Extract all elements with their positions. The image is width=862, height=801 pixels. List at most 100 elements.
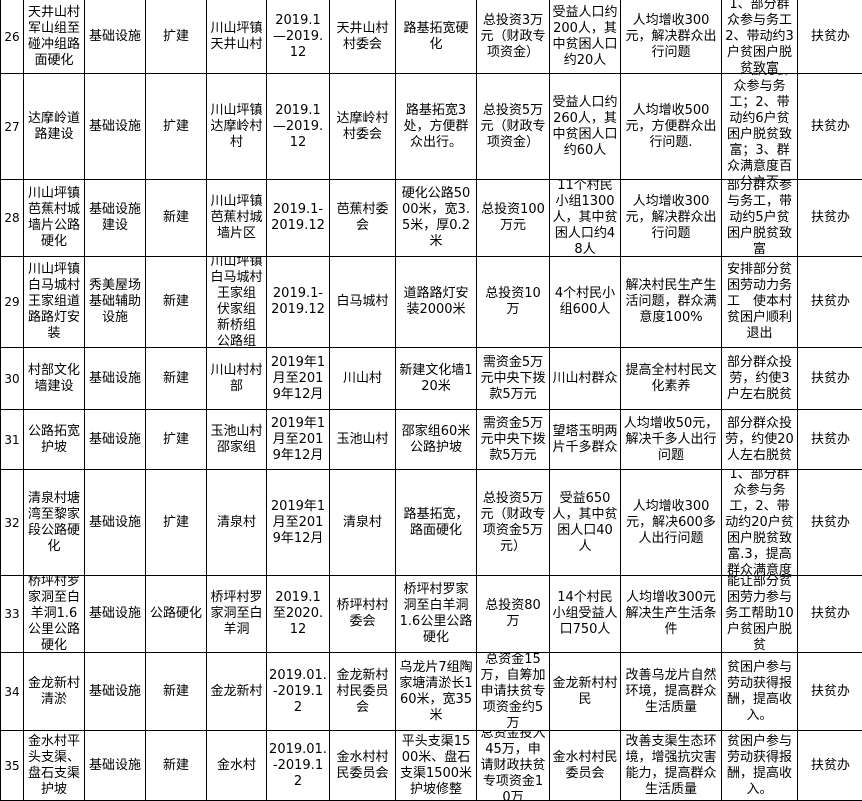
- benefit-mechanism: 人均增收300元，解决群众出行问题: [621, 0, 722, 74]
- category-text: 基础设施: [85, 470, 145, 575]
- project-location: 金水村: [207, 731, 267, 801]
- project-category: 基础设施: [85, 348, 146, 410]
- project-category: 秀美屋场基础辅助设施: [85, 257, 146, 348]
- row-number: 31: [1, 410, 24, 470]
- project-location: 清泉村: [207, 470, 267, 576]
- beneficiaries-text: 14个村民小组受益人口750人: [550, 576, 620, 652]
- poverty-link: 1、部分群众参与务工；2、带动约6户贫困户脱贫致富；3、群众满意度百分之百: [722, 74, 798, 180]
- row-number: 32: [1, 470, 24, 576]
- dept-text: 扶贫办: [798, 180, 862, 256]
- project-period: 2019年1月至2019年12月: [267, 410, 330, 470]
- project-period: 2019.1—2019.12: [267, 0, 330, 74]
- name-text: 川山坪镇白马城村王家组道路路灯安装: [24, 257, 84, 347]
- project-name: 川山坪镇白马城村王家组道路路灯安装: [24, 257, 85, 348]
- period-text: 2019年1月至2019年12月: [267, 348, 329, 409]
- benefit-text: 改善乌龙片自然环境，提高群众生活质量: [621, 653, 721, 730]
- period-text: 2019年1月至2019年12月: [267, 470, 329, 575]
- investment-text: 总投资80万: [477, 576, 549, 652]
- location-text: 桥坪村罗家洞至白羊洞: [207, 576, 266, 652]
- name-text: 桥坪村罗家洞至白羊洞1.6公里公路硬化: [24, 576, 84, 652]
- dept-text: 扶贫办: [798, 653, 862, 730]
- responsible-dept: 扶贫办: [798, 0, 862, 74]
- project-location: 金龙新村: [207, 653, 267, 731]
- content-text: 邵家组60米公路护坡: [396, 410, 476, 469]
- no-text: 30: [1, 348, 23, 409]
- beneficiaries-text: 11个村民小组1300人，其中贫困人口约48人: [550, 180, 620, 256]
- poverty-link-text: 安排部分贫困劳动力务工 使本村贫困户顺利退出: [722, 257, 797, 347]
- project-location: 川山坪镇天井山村: [207, 0, 267, 74]
- poverty-link-text: 1、部分群众参与务工，2、带动约20户贫困户脱贫致富.3，提高群众满意度: [722, 470, 797, 575]
- dept-text: 扶贫办: [798, 0, 862, 73]
- benefit-text: 人均增收50元，解决千多人出行问题: [621, 410, 721, 469]
- beneficiaries-text: 4个村民小组600人: [550, 257, 620, 347]
- beneficiaries: 金龙新村村民: [550, 653, 621, 731]
- construction-content: 路基拓宽，路面硬化: [396, 470, 477, 576]
- construction-nature: 扩建: [146, 410, 207, 470]
- dept-text: 扶贫办: [798, 257, 862, 347]
- investment-text: 需资金5万元中央下拨款5万元: [477, 348, 549, 409]
- unit-text: 白马城村: [330, 257, 395, 347]
- investment-text: 总投资5万元（财政专项资金5万元）: [477, 470, 549, 575]
- name-text: 清泉村塘湾至黎家段公路硬化: [24, 470, 84, 575]
- responsible-dept: 扶贫办: [798, 576, 862, 653]
- beneficiaries-text: 受益人口约260人，其中贫困人口约60人: [550, 74, 620, 179]
- row-number: 28: [1, 180, 24, 257]
- construction-nature: 新建: [146, 180, 207, 257]
- no-text: 29: [1, 257, 23, 347]
- benefit-mechanism: 人均增收300元，解决群众出行问题: [621, 180, 722, 257]
- no-text: 34: [1, 653, 23, 730]
- project-name: 金水村平头支渠、盘石支渠护坡: [24, 731, 85, 801]
- implementing-unit: 清泉村: [330, 470, 396, 576]
- location-text: 川山村村部: [207, 348, 266, 409]
- location-text: 川山坪镇天井山村: [207, 0, 266, 73]
- responsible-dept: 扶贫办: [798, 74, 862, 180]
- project-period: 2019.1-2019.12: [267, 257, 330, 348]
- construction-nature: 新建: [146, 257, 207, 348]
- benefit-text: 人均增收300元，解决群众出行问题: [621, 0, 721, 73]
- no-text: 32: [1, 470, 23, 575]
- category-text: 基础设施: [85, 348, 145, 409]
- implementing-unit: 达摩岭村村委会: [330, 74, 396, 180]
- no-text: 28: [1, 180, 23, 256]
- project-period: 2019年1月至2019年12月: [267, 348, 330, 410]
- project-period: 2019年1月至2019年12月: [267, 470, 330, 576]
- poverty-link-text: 能让部分贫困劳力参与务工帮助10户贫困户脱贫: [722, 576, 797, 652]
- responsible-dept: 扶贫办: [798, 470, 862, 576]
- investment: 总投资100万元: [477, 180, 550, 257]
- project-location: 川山坪镇达摩岭村村: [207, 74, 267, 180]
- content-text: 道路路灯安装2000米: [396, 257, 476, 347]
- period-text: 2019年1月至2019年12月: [267, 410, 329, 469]
- name-text: 村部文化墙建设: [24, 348, 84, 409]
- row-number: 26: [1, 0, 24, 74]
- nature-text: 新建: [146, 653, 206, 730]
- poverty-link: 部分群众投劳，约使3户左右脱贫: [722, 348, 798, 410]
- category-text: 基础设施: [85, 576, 145, 652]
- benefit-text: 人均增收300元，解决群众出行问题: [621, 180, 721, 256]
- project-period: 2019.1—2019.12: [267, 74, 330, 180]
- construction-content: 路基拓宽3处，方便群众出行。: [396, 74, 477, 180]
- benefit-mechanism: 提高全村村民文化素养: [621, 348, 722, 410]
- no-text: 26: [1, 0, 23, 73]
- unit-text: 芭蕉村委会: [330, 180, 395, 256]
- content-text: 新建文化墙120米: [396, 348, 476, 409]
- nature-text: 新建: [146, 180, 206, 256]
- table-row: 28 川山坪镇芭蕉村城墙片公路硬化 基础设施建设 新建 川山坪镇芭蕉村城墙片区 …: [1, 180, 862, 257]
- beneficiaries-text: 望塔玉明两片千多群众: [550, 410, 620, 469]
- period-text: 2019.1—2019.12: [267, 74, 329, 179]
- project-name: 公路拓宽护坡: [24, 410, 85, 470]
- table-row: 32 清泉村塘湾至黎家段公路硬化 基础设施 扩建 清泉村 2019年1月至201…: [1, 470, 862, 576]
- beneficiaries-text: 川山村群众: [550, 348, 620, 409]
- nature-text: 扩建: [146, 0, 206, 73]
- project-location: 川山村村部: [207, 348, 267, 410]
- poverty-link: 贫困户参与劳动获得报酬，提高收入。: [722, 731, 798, 801]
- table-row: 31 公路拓宽护坡 基础设施 扩建 玉池山村邵家组 2019年1月至2019年1…: [1, 410, 862, 470]
- period-text: 2019.1-2019.12: [267, 257, 329, 347]
- implementing-unit: 川山村: [330, 348, 396, 410]
- benefit-text: 人均增收500元，方便群众出行问题.: [621, 74, 721, 179]
- beneficiaries: 受益人口约200人，其中贫困人口约20人: [550, 0, 621, 74]
- project-location: 川山坪镇白马城村王家组 伏家组 新桥组 公路组: [207, 257, 267, 348]
- poverty-link-text: 部分群众投劳，约使20人左右脱贫: [722, 410, 797, 469]
- project-category: 基础设施: [85, 74, 146, 180]
- name-text: 公路拓宽护坡: [24, 410, 84, 469]
- poverty-link-text: 贫困户参与劳动获得报酬，提高收入。: [722, 653, 797, 730]
